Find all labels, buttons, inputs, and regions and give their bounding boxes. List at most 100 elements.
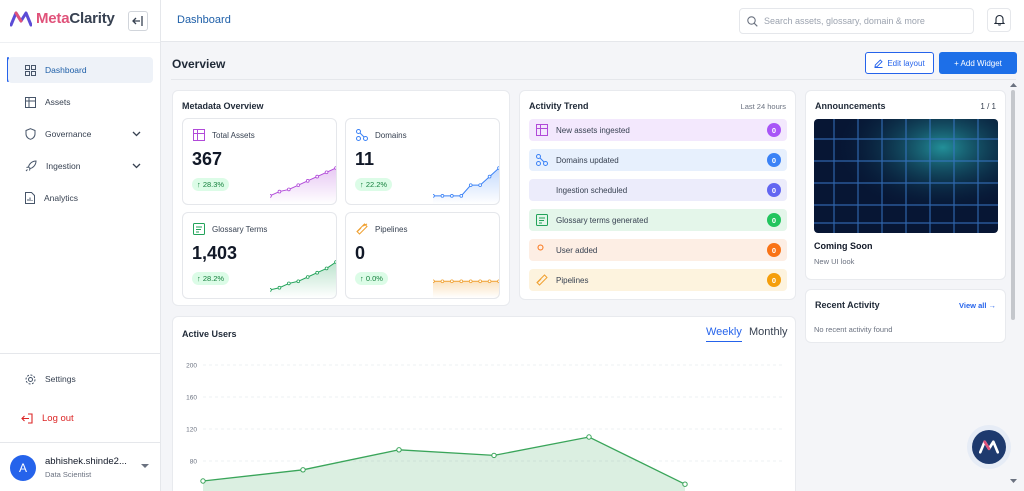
activity-label: User added: [556, 245, 598, 255]
activity-count-badge: 0: [767, 123, 781, 137]
sidebar-item-analytics[interactable]: Analytics: [8, 185, 153, 211]
metric-pipelines[interactable]: Pipelines 0 ↑ 0.0%: [345, 212, 500, 299]
sparkline-point: [287, 187, 291, 192]
data-point: [586, 434, 592, 440]
sidebar-item-label: Analytics: [44, 193, 79, 203]
pipeline-icon: [356, 223, 368, 235]
data-point: [682, 481, 688, 487]
tab-monthly[interactable]: Monthly: [749, 326, 788, 338]
scroll-up-icon[interactable]: [1010, 82, 1017, 88]
y-tick-label: 120: [186, 427, 197, 434]
add-widget-button[interactable]: + Add Widget: [939, 52, 1017, 74]
edit-icon: [874, 58, 883, 68]
assistant-button[interactable]: [972, 430, 1006, 464]
data-point: [300, 467, 306, 473]
user-name: abhishek.shinde2...: [45, 456, 127, 467]
collapse-sidebar-button[interactable]: [128, 11, 148, 31]
sidebar-item-dashboard[interactable]: Dashboard: [8, 57, 153, 83]
sidebar-item-ingestion[interactable]: Ingestion: [8, 153, 153, 179]
activity-row[interactable]: User added 0: [529, 239, 787, 261]
metric-change-badge: ↑ 28.2%: [192, 272, 230, 285]
users-icon: [537, 244, 544, 251]
sparkline-point: [450, 279, 454, 284]
activity-row[interactable]: Domains updated 0: [529, 149, 787, 171]
collapse-arrow-icon: [132, 16, 143, 26]
notifications-button[interactable]: [987, 8, 1011, 32]
user-menu-caret-icon[interactable]: [141, 463, 149, 469]
sparkline-point: [270, 194, 272, 198]
sparkline-point: [334, 166, 336, 170]
metric-total-assets[interactable]: Total Assets 367 ↑ 28.3%: [182, 118, 337, 205]
chevron-down-icon: [132, 131, 141, 137]
view-all-link[interactable]: View all →: [959, 301, 996, 310]
sparkline-point: [305, 179, 310, 183]
announcement-image[interactable]: [814, 119, 998, 233]
app-logo[interactable]: MetaClarity: [10, 10, 115, 27]
edit-layout-button[interactable]: Edit layout: [865, 52, 934, 74]
sparkline-point: [478, 183, 482, 187]
add-widget-label: + Add Widget: [954, 58, 1002, 68]
sidebar-item-assets[interactable]: Assets: [8, 89, 153, 115]
settings-button[interactable]: Settings: [8, 366, 153, 392]
sidebar-item-label: Ingestion: [46, 161, 81, 171]
search-input[interactable]: [764, 16, 964, 26]
tab-weekly[interactable]: Weekly: [706, 326, 742, 342]
search-box[interactable]: [739, 8, 974, 34]
metric-domains[interactable]: Domains 11 ↑ 22.2%: [345, 118, 500, 205]
sparkline-point: [459, 279, 464, 284]
sparkline-point: [324, 266, 329, 271]
sparkline-point: [440, 194, 445, 198]
sparkline-point: [287, 281, 291, 286]
activity-count-badge: 0: [767, 243, 781, 257]
card-title: Metadata Overview: [182, 101, 264, 111]
sparkline-point: [468, 279, 473, 284]
y-tick-label: 80: [190, 459, 198, 466]
top-bar: Dashboard: [161, 0, 1024, 42]
user-role: Data Scientist: [45, 470, 92, 479]
metric-glossary-terms[interactable]: Glossary Terms 1,403 ↑ 28.2%: [182, 212, 337, 299]
scroll-down-icon[interactable]: [1010, 478, 1017, 484]
sparkline-point: [277, 285, 282, 290]
metric-label: Glossary Terms: [212, 225, 268, 234]
sparkline-point: [440, 279, 445, 284]
sidebar-item-governance[interactable]: Governance: [8, 121, 153, 147]
sparkline-point: [497, 279, 499, 284]
card-title: Announcements: [815, 101, 886, 111]
metric-change-badge: ↑ 0.0%: [355, 272, 388, 285]
activity-label: Domains updated: [556, 155, 619, 165]
metric-value: 1,403: [192, 243, 238, 263]
sparkline-area: [433, 281, 499, 298]
metric-label: Domains: [375, 131, 407, 140]
data-point: [200, 478, 206, 484]
active-users-card: Active Users Weekly Monthly 80 120 160 200: [172, 316, 796, 491]
activity-row[interactable]: New assets ingested 0: [529, 119, 787, 141]
activity-count-badge: 0: [767, 273, 781, 287]
sparkline-area: [270, 168, 336, 204]
announcements-card: Announcements 1 / 1 Coming Soon New UI l…: [805, 90, 1006, 280]
logout-button[interactable]: Log out: [8, 405, 153, 431]
card-title: Recent Activity: [815, 300, 880, 310]
sparkline-area: [433, 168, 499, 204]
sidebar-item-label: Governance: [45, 129, 92, 139]
grid-icon: [25, 64, 36, 76]
empty-state-text: No recent activity found: [814, 325, 893, 334]
metaclarity-logo-icon: [10, 11, 32, 26]
activity-row[interactable]: Glossary terms generated 0: [529, 209, 787, 231]
breadcrumb[interactable]: Dashboard: [177, 14, 231, 26]
scrollbar-thumb[interactable]: [1011, 90, 1015, 320]
activity-row[interactable]: Ingestion scheduled 0: [529, 179, 787, 201]
table-icon: [536, 124, 548, 136]
recent-activity-card: Recent Activity View all → No recent act…: [805, 289, 1006, 343]
sparkline-point: [487, 279, 492, 284]
activity-row[interactable]: Pipelines 0: [529, 269, 787, 291]
card-title: Activity Trend: [529, 101, 589, 111]
sparkline-point: [334, 260, 336, 264]
avatar[interactable]: A: [10, 455, 36, 481]
edit-layout-label: Edit layout: [887, 58, 925, 68]
data-point: [396, 447, 402, 453]
y-tick-label: 160: [186, 395, 197, 402]
nav-divider: [0, 42, 160, 43]
sparkline-point: [277, 189, 282, 194]
glossary-icon: [536, 214, 548, 226]
announcement-subtext: New UI look: [814, 257, 855, 266]
